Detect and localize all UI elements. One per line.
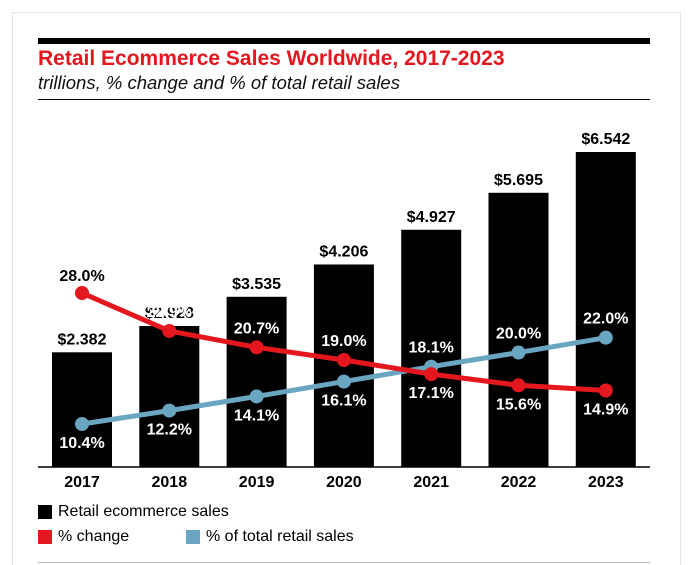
legend-label-share: % of total retail sales xyxy=(206,528,354,545)
bar-label-2022: $5.695 xyxy=(494,172,543,189)
label-change-2020: 19.0% xyxy=(321,333,366,350)
bar-label-2018: $2.928 xyxy=(145,305,194,322)
point-line-share-2019 xyxy=(249,389,264,404)
point-line-share-2020 xyxy=(336,374,351,389)
bar-label-2019: $3.535 xyxy=(232,276,281,293)
label-change-2022: 15.6% xyxy=(496,396,541,413)
label-share-2020: 16.1% xyxy=(321,393,366,410)
footer-divider xyxy=(38,562,650,563)
label-share-2022: 20.0% xyxy=(496,326,541,343)
bar-label-2021: $4.927 xyxy=(407,209,456,226)
point-line-change-2021 xyxy=(424,367,439,382)
legend-label-change: % change xyxy=(58,528,130,545)
legend-swatch-sales xyxy=(38,505,52,519)
bar-2019 xyxy=(226,296,287,467)
point-line-share-2023 xyxy=(598,330,613,345)
bar-2018 xyxy=(139,326,200,467)
chart-title: Retail Ecommerce Sales Worldwide, 2017-2… xyxy=(38,47,505,70)
x-tick-2020: 2020 xyxy=(326,474,362,491)
bar-label-2017: $2.382 xyxy=(58,331,107,348)
label-change-2018: 22.9% xyxy=(147,304,192,321)
label-change-2019: 20.7% xyxy=(234,320,279,337)
point-line-change-2019 xyxy=(249,340,264,355)
legend-item-sales: Retail ecommerce sales xyxy=(38,503,229,521)
x-tick-2017: 2017 xyxy=(64,474,100,491)
point-line-share-2022 xyxy=(511,345,526,360)
legend-item-change: % change xyxy=(38,528,129,546)
x-tick-2023: 2023 xyxy=(588,474,624,491)
x-tick-2018: 2018 xyxy=(152,474,188,491)
label-share-2017: 10.4% xyxy=(59,435,104,452)
x-tick-2022: 2022 xyxy=(501,474,537,491)
chart-subtitle: trillions, % change and % of total retai… xyxy=(38,72,400,93)
point-line-change-2018 xyxy=(162,323,177,338)
bar-label-2023: $6.542 xyxy=(581,131,630,148)
legend-label-sales: Retail ecommerce sales xyxy=(58,503,229,520)
label-share-2018: 12.2% xyxy=(147,422,192,439)
label-share-2023: 22.0% xyxy=(583,311,628,328)
point-line-share-2018 xyxy=(162,403,177,418)
label-change-2021: 17.1% xyxy=(409,385,454,402)
title-divider xyxy=(38,99,650,100)
bar-label-2020: $4.206 xyxy=(319,243,368,260)
bar-2017 xyxy=(52,352,112,467)
x-tick-2021: 2021 xyxy=(413,474,449,491)
x-tick-2019: 2019 xyxy=(239,474,275,491)
bar-2021 xyxy=(401,229,462,467)
bar-2023 xyxy=(575,152,636,467)
label-share-2019: 14.1% xyxy=(234,407,279,424)
point-line-share-2017 xyxy=(75,417,89,431)
chart-frame xyxy=(12,12,681,565)
point-line-change-2020 xyxy=(336,352,351,367)
bar-2022 xyxy=(488,192,549,468)
legend-swatch-change xyxy=(38,530,52,544)
point-line-change-2023 xyxy=(598,383,613,398)
legend-item-share: % of total retail sales xyxy=(186,528,354,546)
header-bar xyxy=(38,38,650,44)
point-line-change-2017 xyxy=(75,286,89,300)
label-share-2021: 18.1% xyxy=(409,340,454,357)
point-line-change-2022 xyxy=(511,378,526,393)
label-change-2017: 28.0% xyxy=(59,268,104,285)
legend-swatch-share xyxy=(186,530,200,544)
label-change-2023: 14.9% xyxy=(583,402,628,419)
